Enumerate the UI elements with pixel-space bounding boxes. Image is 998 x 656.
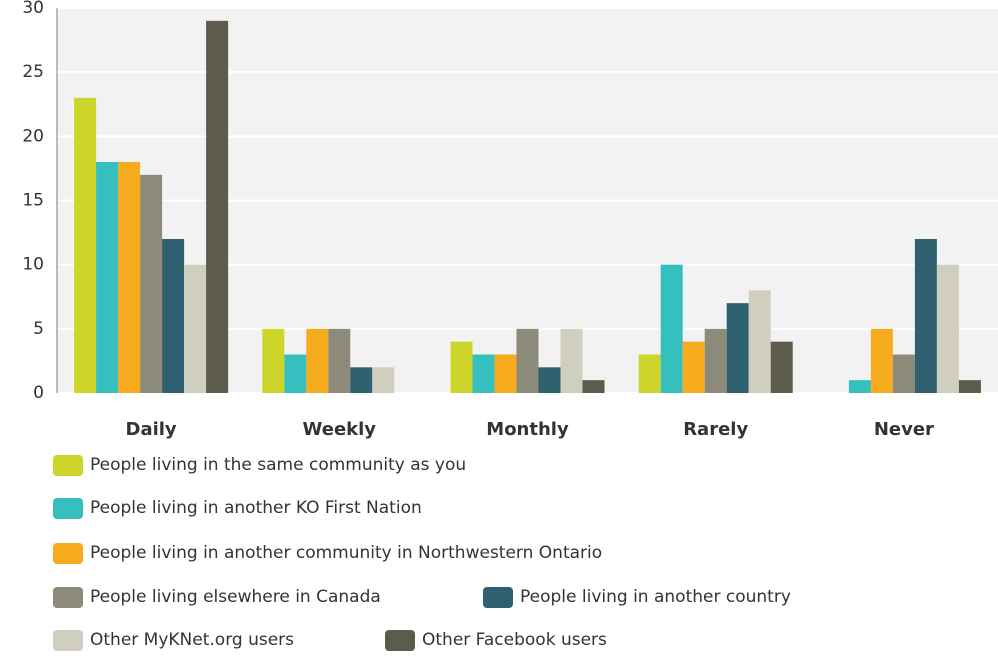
y-tick-label: 30	[22, 0, 44, 18]
bar	[262, 328, 285, 393]
bar	[184, 264, 207, 393]
bar	[350, 367, 373, 393]
x-tick-label: Monthly	[486, 419, 569, 440]
bar	[450, 341, 473, 393]
legend-swatch	[483, 587, 513, 608]
bar	[936, 264, 959, 393]
x-tick-label: Daily	[126, 419, 177, 440]
bar	[140, 174, 163, 393]
bar	[958, 380, 981, 393]
x-tick-label: Never	[874, 419, 934, 440]
bar	[472, 354, 495, 393]
bar	[582, 380, 605, 393]
bar	[206, 20, 229, 393]
bar	[914, 239, 937, 393]
bar	[118, 162, 141, 393]
bar	[638, 354, 661, 393]
bar	[870, 328, 893, 393]
legend-label: People living in the same community as y…	[90, 455, 466, 475]
bar	[372, 367, 395, 393]
bar	[74, 97, 97, 393]
bar	[328, 328, 351, 393]
bar	[538, 367, 561, 393]
y-tick-label: 10	[22, 255, 44, 275]
y-tick-label: 0	[33, 383, 44, 403]
x-tick-label: Rarely	[683, 419, 748, 440]
bar	[96, 162, 119, 393]
bar	[516, 328, 539, 393]
bar	[306, 328, 329, 393]
legend-label: People living in another country	[520, 587, 791, 607]
x-tick-label: Weekly	[303, 419, 377, 440]
y-tick-label: 20	[22, 126, 44, 146]
bar	[162, 239, 185, 393]
y-tick-label: 25	[22, 62, 44, 82]
legend-swatch	[53, 455, 83, 476]
bar	[892, 354, 915, 393]
legend-swatch	[53, 587, 83, 608]
legend-label: Other MyKNet.org users	[90, 630, 294, 650]
bar	[770, 341, 793, 393]
y-tick-label: 15	[22, 191, 44, 211]
bar	[748, 290, 771, 393]
legend-label: People living in another KO First Nation	[90, 498, 422, 518]
bar	[848, 380, 871, 393]
legend-swatch	[385, 630, 415, 651]
bar	[682, 341, 705, 393]
legend-label: People living elsewhere in Canada	[90, 587, 381, 607]
bar	[494, 354, 517, 393]
bar	[704, 328, 727, 393]
legend-swatch	[53, 498, 83, 519]
bar	[560, 328, 583, 393]
legend-label: Other Facebook users	[422, 630, 607, 650]
legend-swatch	[53, 630, 83, 651]
bar	[284, 354, 307, 393]
y-tick-label: 5	[33, 319, 44, 339]
legend-swatch	[53, 543, 83, 564]
bar	[660, 264, 683, 393]
bar	[726, 303, 749, 393]
legend-label: People living in another community in No…	[90, 543, 602, 563]
